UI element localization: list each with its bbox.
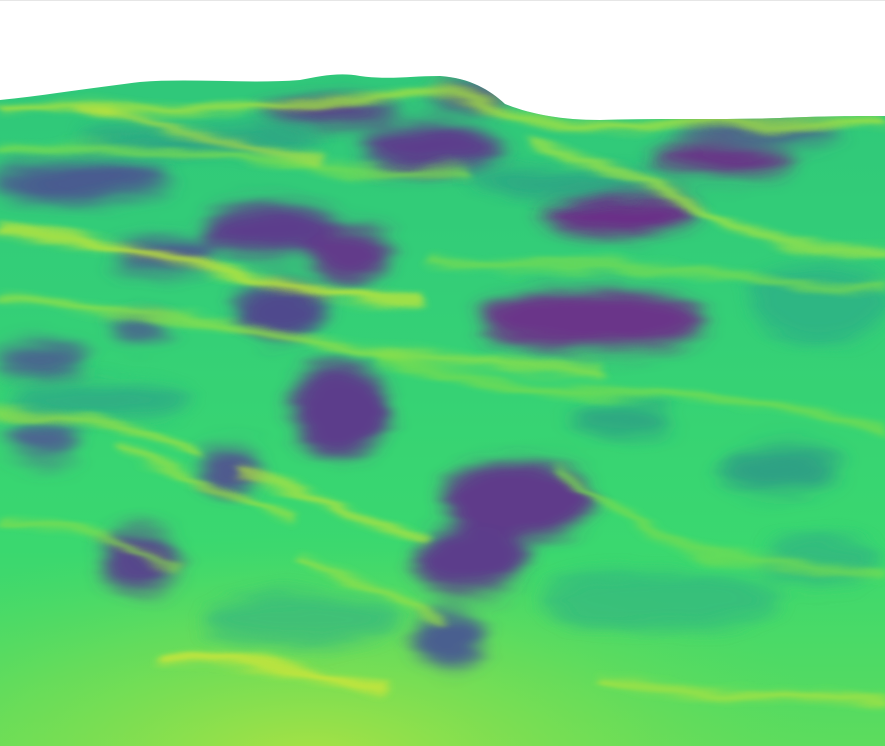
terrain-ridges [0, 88, 885, 704]
top-frame-line [0, 0, 885, 1]
